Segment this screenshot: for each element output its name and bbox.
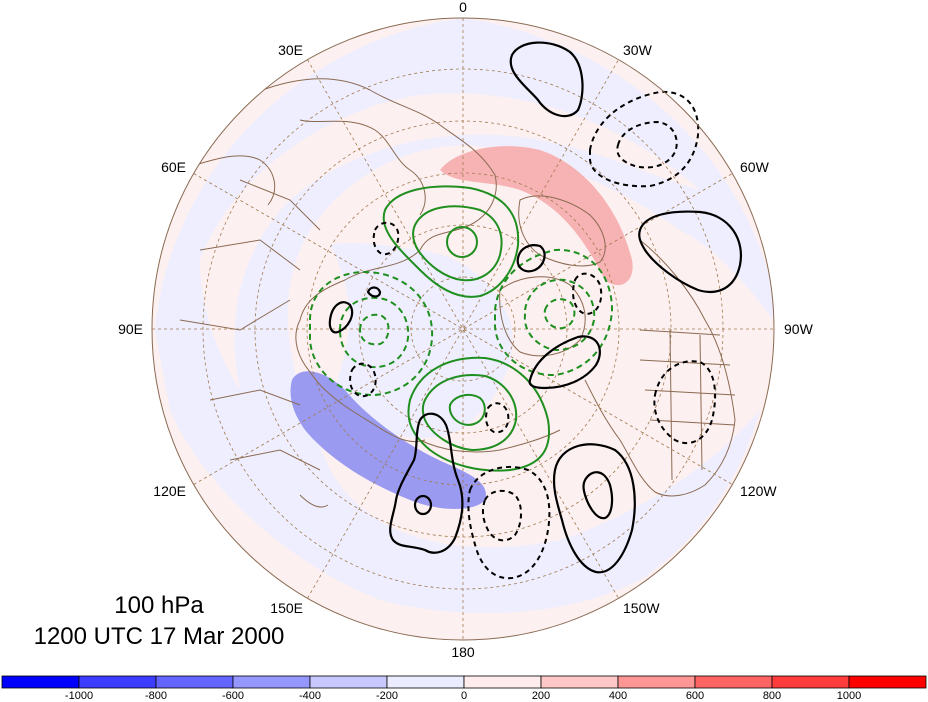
greenland-coast xyxy=(518,195,606,267)
black-high-kamchatka-inner xyxy=(413,494,433,516)
weak-negative-inner xyxy=(330,242,513,439)
colorbar-swatch xyxy=(78,675,157,689)
green-high-north-inner xyxy=(446,226,478,258)
north-america-coast xyxy=(584,239,736,497)
lon-label-150w: 150W xyxy=(623,600,660,616)
colorbar-swatch xyxy=(1,675,80,689)
lon-label-150e: 150E xyxy=(270,600,303,616)
black-high-small-west xyxy=(328,301,354,334)
green-low-west-inner xyxy=(338,296,410,369)
colorbar-tick-label: 400 xyxy=(609,690,627,702)
title-pressure-level: 100 hPa xyxy=(114,592,204,619)
graticule xyxy=(152,18,774,640)
colorbar-tick-label: 800 xyxy=(763,690,781,702)
colorbar-tick-label: 0 xyxy=(461,690,467,702)
meridian-60e-120w xyxy=(193,173,733,485)
shaded-anomaly-field xyxy=(155,18,774,614)
colorbar-swatch xyxy=(463,675,542,689)
green-high-south-outer xyxy=(407,356,550,472)
colorbar-tick-label: -1000 xyxy=(65,690,93,702)
green-low-west-core xyxy=(358,313,390,346)
colorbar-tick-label: 1000 xyxy=(837,690,861,702)
lon-label-90w: 90W xyxy=(784,321,814,337)
colorbar-tick-label: 200 xyxy=(532,690,550,702)
colorbar-swatch xyxy=(309,675,388,689)
colorbar-swatch xyxy=(232,675,311,689)
colorbar-tick-label: -400 xyxy=(299,690,321,702)
green-contours xyxy=(382,185,550,472)
green-high-south-inner xyxy=(448,393,486,426)
colorbar-tick-label: -200 xyxy=(376,690,398,702)
green-low-east-inner xyxy=(523,278,596,352)
black-high-east-arctic xyxy=(528,335,601,390)
colorbar-swatch xyxy=(771,675,850,689)
black-high-30w xyxy=(509,41,584,118)
lon-label-180: 180 xyxy=(451,644,475,660)
colorbar-swatch xyxy=(540,675,619,689)
lon-label-90e: 90E xyxy=(118,321,143,337)
black-low-30w-inner xyxy=(616,120,678,169)
green-dashed-contours xyxy=(309,248,614,397)
colorbar-swatch xyxy=(694,675,773,689)
colorbar-tick-label: -800 xyxy=(145,690,167,702)
black-high-60w xyxy=(638,210,743,293)
positive-anomaly-band xyxy=(440,146,633,286)
colorbar-tick-label: -600 xyxy=(222,690,244,702)
lon-label-30w: 30W xyxy=(623,42,653,58)
japan-coast xyxy=(299,494,329,508)
black-high-mid-small xyxy=(516,244,546,273)
asia-interior-borders xyxy=(179,179,321,471)
colorbar: -1000 -800 -600 -400 -200 0 200 400 600 800 1000 xyxy=(1,675,927,702)
black-high-pacific-inner xyxy=(582,471,614,520)
black-dashed-contours xyxy=(349,90,717,580)
title-valid-time: 1200 UTC 17 Mar 2000 xyxy=(33,623,285,650)
negative-anomaly-band xyxy=(290,371,486,509)
black-high-kamchatka xyxy=(389,412,464,554)
colorbar-swatch xyxy=(848,675,927,689)
meridian-150e-30w xyxy=(307,59,619,599)
colorbar-swatch xyxy=(617,675,696,689)
map-border xyxy=(151,17,775,641)
canadian-arctic-islands xyxy=(499,276,586,357)
black-low-chukotka xyxy=(485,402,510,434)
meridian-30e-150w xyxy=(307,59,619,599)
black-low-north-pole xyxy=(372,221,400,256)
colorbar-swatch xyxy=(155,675,234,689)
green-low-east-core xyxy=(543,298,576,330)
lon-label-60e: 60E xyxy=(161,159,186,175)
green-low-east-outer xyxy=(493,248,614,377)
green-high-south-mid xyxy=(421,374,518,452)
lon-label-120e: 120E xyxy=(153,483,186,499)
lon-label-0: 0 xyxy=(459,0,467,15)
colorbar-swatch xyxy=(386,675,465,689)
weak-positive-ring xyxy=(200,93,700,390)
lon-label-30e: 30E xyxy=(278,42,303,58)
black-low-west-small xyxy=(349,362,377,398)
green-low-west-outer xyxy=(309,270,434,397)
chukotka-alaska-coast xyxy=(419,429,561,453)
colorbar-tick-label: 600 xyxy=(686,690,704,702)
black-contours xyxy=(328,41,743,574)
lon-label-120w: 120W xyxy=(740,483,777,499)
black-low-pacific-outer xyxy=(467,465,551,580)
lon-label-60w: 60W xyxy=(740,159,770,175)
africa-coast xyxy=(179,155,276,206)
green-high-north-mid xyxy=(412,205,503,282)
black-high-tiny-west xyxy=(366,286,382,298)
black-low-pacific-inner xyxy=(481,489,522,542)
black-high-pacific-outer xyxy=(552,443,636,574)
lat-circle-60 xyxy=(306,172,620,486)
green-high-north-outer xyxy=(382,185,520,298)
black-low-30w-outer xyxy=(589,90,700,188)
eurasia-coast xyxy=(249,78,497,443)
